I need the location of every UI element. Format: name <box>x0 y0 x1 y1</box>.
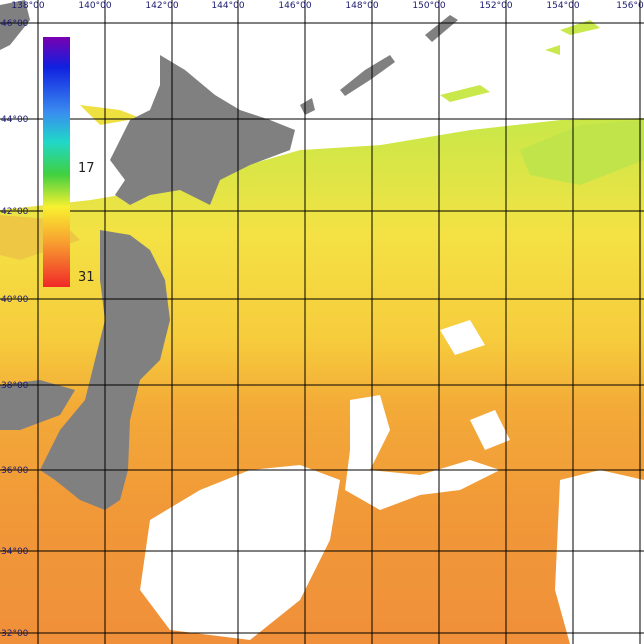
colorbar-label: 17 <box>78 161 95 176</box>
longitude-label: 148°00 <box>345 1 378 11</box>
longitude-label: 154°00 <box>546 1 579 11</box>
latitude-label: 38°00 <box>1 381 29 391</box>
latitude-label: 34°00 <box>1 547 29 557</box>
longitude-label: 156°0 <box>616 1 644 11</box>
latitude-label: 36°00 <box>1 466 29 476</box>
latitude-label: 32°00 <box>1 629 29 639</box>
latitude-label: 42°00 <box>1 207 29 217</box>
longitude-label: 146°00 <box>278 1 311 11</box>
longitude-label: 142°00 <box>145 1 178 11</box>
longitude-label: 138°00 <box>11 1 44 11</box>
latitude-label: 40°00 <box>1 295 29 305</box>
colorbar <box>43 37 70 287</box>
longitude-label: 150°00 <box>412 1 445 11</box>
latitude-label: 44°00 <box>1 115 29 125</box>
longitude-label: 144°00 <box>211 1 244 11</box>
latitude-label: 46°00 <box>1 19 29 29</box>
longitude-label: 140°00 <box>78 1 111 11</box>
longitude-label: 152°00 <box>479 1 512 11</box>
colorbar-label: 31 <box>78 270 95 285</box>
sea-surface <box>0 118 644 644</box>
northern-patches <box>80 20 600 125</box>
